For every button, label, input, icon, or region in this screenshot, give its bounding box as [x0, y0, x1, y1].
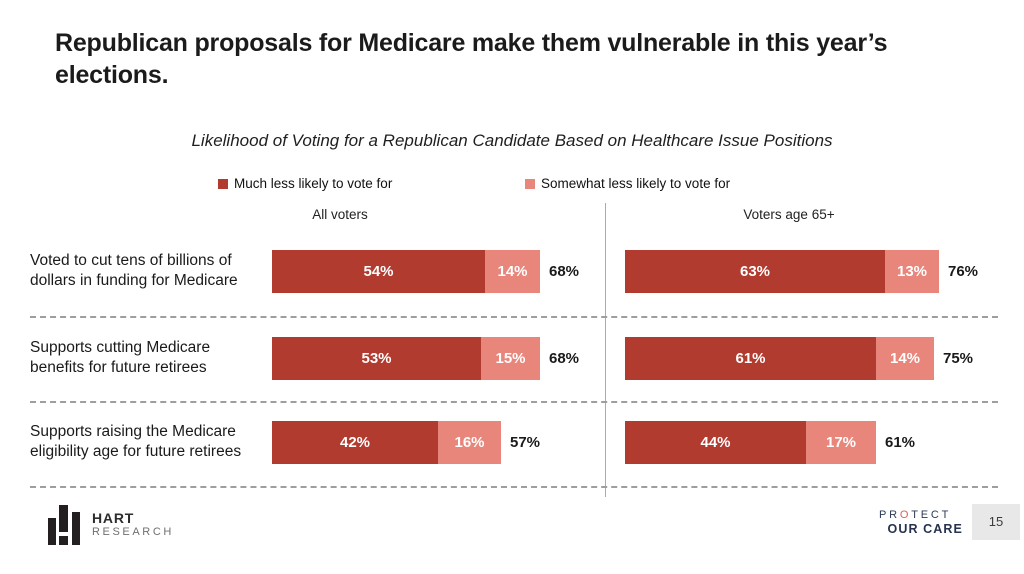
bar-value-label: 16% [454, 434, 485, 451]
legend-label: Somewhat less likely to vote for [541, 176, 731, 191]
bar-segment-much-less: 63% [625, 250, 885, 293]
row-separator [30, 486, 998, 488]
bar-segment-somewhat-less: 13% [885, 250, 939, 293]
hart-logo-text: HART RESEARCH [92, 510, 174, 539]
bar-total-label: 76% [948, 263, 979, 280]
panel-header-all-voters: All voters [312, 207, 368, 222]
bar-total-label: 68% [549, 350, 580, 367]
poc-post: TECT [911, 509, 952, 521]
panel-divider [605, 203, 606, 497]
bar-segment-much-less: 44% [625, 421, 806, 464]
bar-value-label: 15% [495, 350, 526, 367]
page-number-badge: 15 [972, 504, 1020, 540]
bar-value-label: 44% [700, 434, 731, 451]
stacked-bar: 63% 13% 76% [625, 250, 978, 293]
chart-subtitle: Likelihood of Voting for a Republican Ca… [191, 131, 833, 150]
bar-segment-somewhat-less: 16% [438, 421, 501, 464]
bar-segment-much-less: 61% [625, 337, 876, 380]
bar-segment-much-less: 42% [272, 421, 438, 464]
bar-value-label: 53% [361, 350, 392, 367]
poc-o: O [899, 509, 912, 521]
bar-segment-somewhat-less: 14% [485, 250, 540, 293]
bar-segment-somewhat-less: 17% [806, 421, 876, 464]
chart-row: Supports raising the Medicare eligibilit… [0, 421, 1024, 464]
category-label: Voted to cut tens of billions of dollars… [30, 251, 238, 290]
bar-segment-much-less: 54% [272, 250, 485, 293]
category-label: Supports raising the Medicare eligibilit… [30, 422, 242, 461]
legend-label: Much less likely to vote for [234, 176, 393, 191]
stacked-bar: 53% 15% 68% [272, 337, 579, 380]
stacked-bar: 61% 14% 75% [625, 337, 973, 380]
chart-row: Supports cutting Medicare benefits for f… [0, 337, 1024, 380]
stacked-bar: 44% 17% 61% [625, 421, 915, 464]
row-separator [30, 316, 998, 318]
legend-item-much-less: Much less likely to vote for [218, 176, 392, 191]
category-label: Supports cutting Medicare benefits for f… [30, 338, 211, 377]
hart-logo-sub: RESEARCH [92, 526, 174, 539]
chart-row: Voted to cut tens of billions of dollars… [0, 250, 1024, 293]
protect-our-care-logo: PROTECT OUR CARE [879, 509, 963, 536]
bar-segment-much-less: 53% [272, 337, 481, 380]
bar-segment-somewhat-less: 14% [876, 337, 934, 380]
bar-value-label: 14% [889, 350, 921, 367]
hart-research-logo: HART RESEARCH [48, 505, 174, 545]
legend-item-somewhat-less: Somewhat less likely to vote for [525, 176, 730, 191]
stacked-bar: 54% 14% 68% [272, 250, 579, 293]
stacked-bar: 42% 16% 57% [272, 421, 540, 464]
poc-line1: PROTECT [879, 509, 963, 521]
panel-header-voters-65plus: Voters age 65+ [743, 207, 835, 222]
bar-segment-somewhat-less: 15% [481, 337, 540, 380]
bar-value-label: 17% [825, 434, 857, 451]
bar-value-label: 14% [497, 263, 528, 280]
bar-value-label: 61% [735, 350, 766, 367]
legend-swatch-much-less-icon [218, 179, 228, 189]
bar-total-label: 61% [885, 434, 916, 451]
bar-value-label: 63% [739, 263, 771, 280]
poc-line2: OUR CARE [887, 522, 963, 536]
hart-logo-name: HART [92, 510, 135, 527]
bar-chart-icon [48, 505, 80, 545]
legend-swatch-somewhat-less-icon [525, 179, 535, 189]
bar-value-label: 13% [896, 263, 928, 280]
bar-total-label: 75% [943, 350, 974, 367]
bar-total-label: 57% [510, 434, 541, 451]
bar-value-label: 54% [363, 263, 394, 280]
row-separator [30, 401, 998, 403]
poc-pre: PR [879, 509, 900, 521]
bar-total-label: 68% [549, 263, 580, 280]
slide-title: Republican proposals for Medicare make t… [55, 29, 888, 89]
bar-value-label: 42% [339, 434, 371, 451]
